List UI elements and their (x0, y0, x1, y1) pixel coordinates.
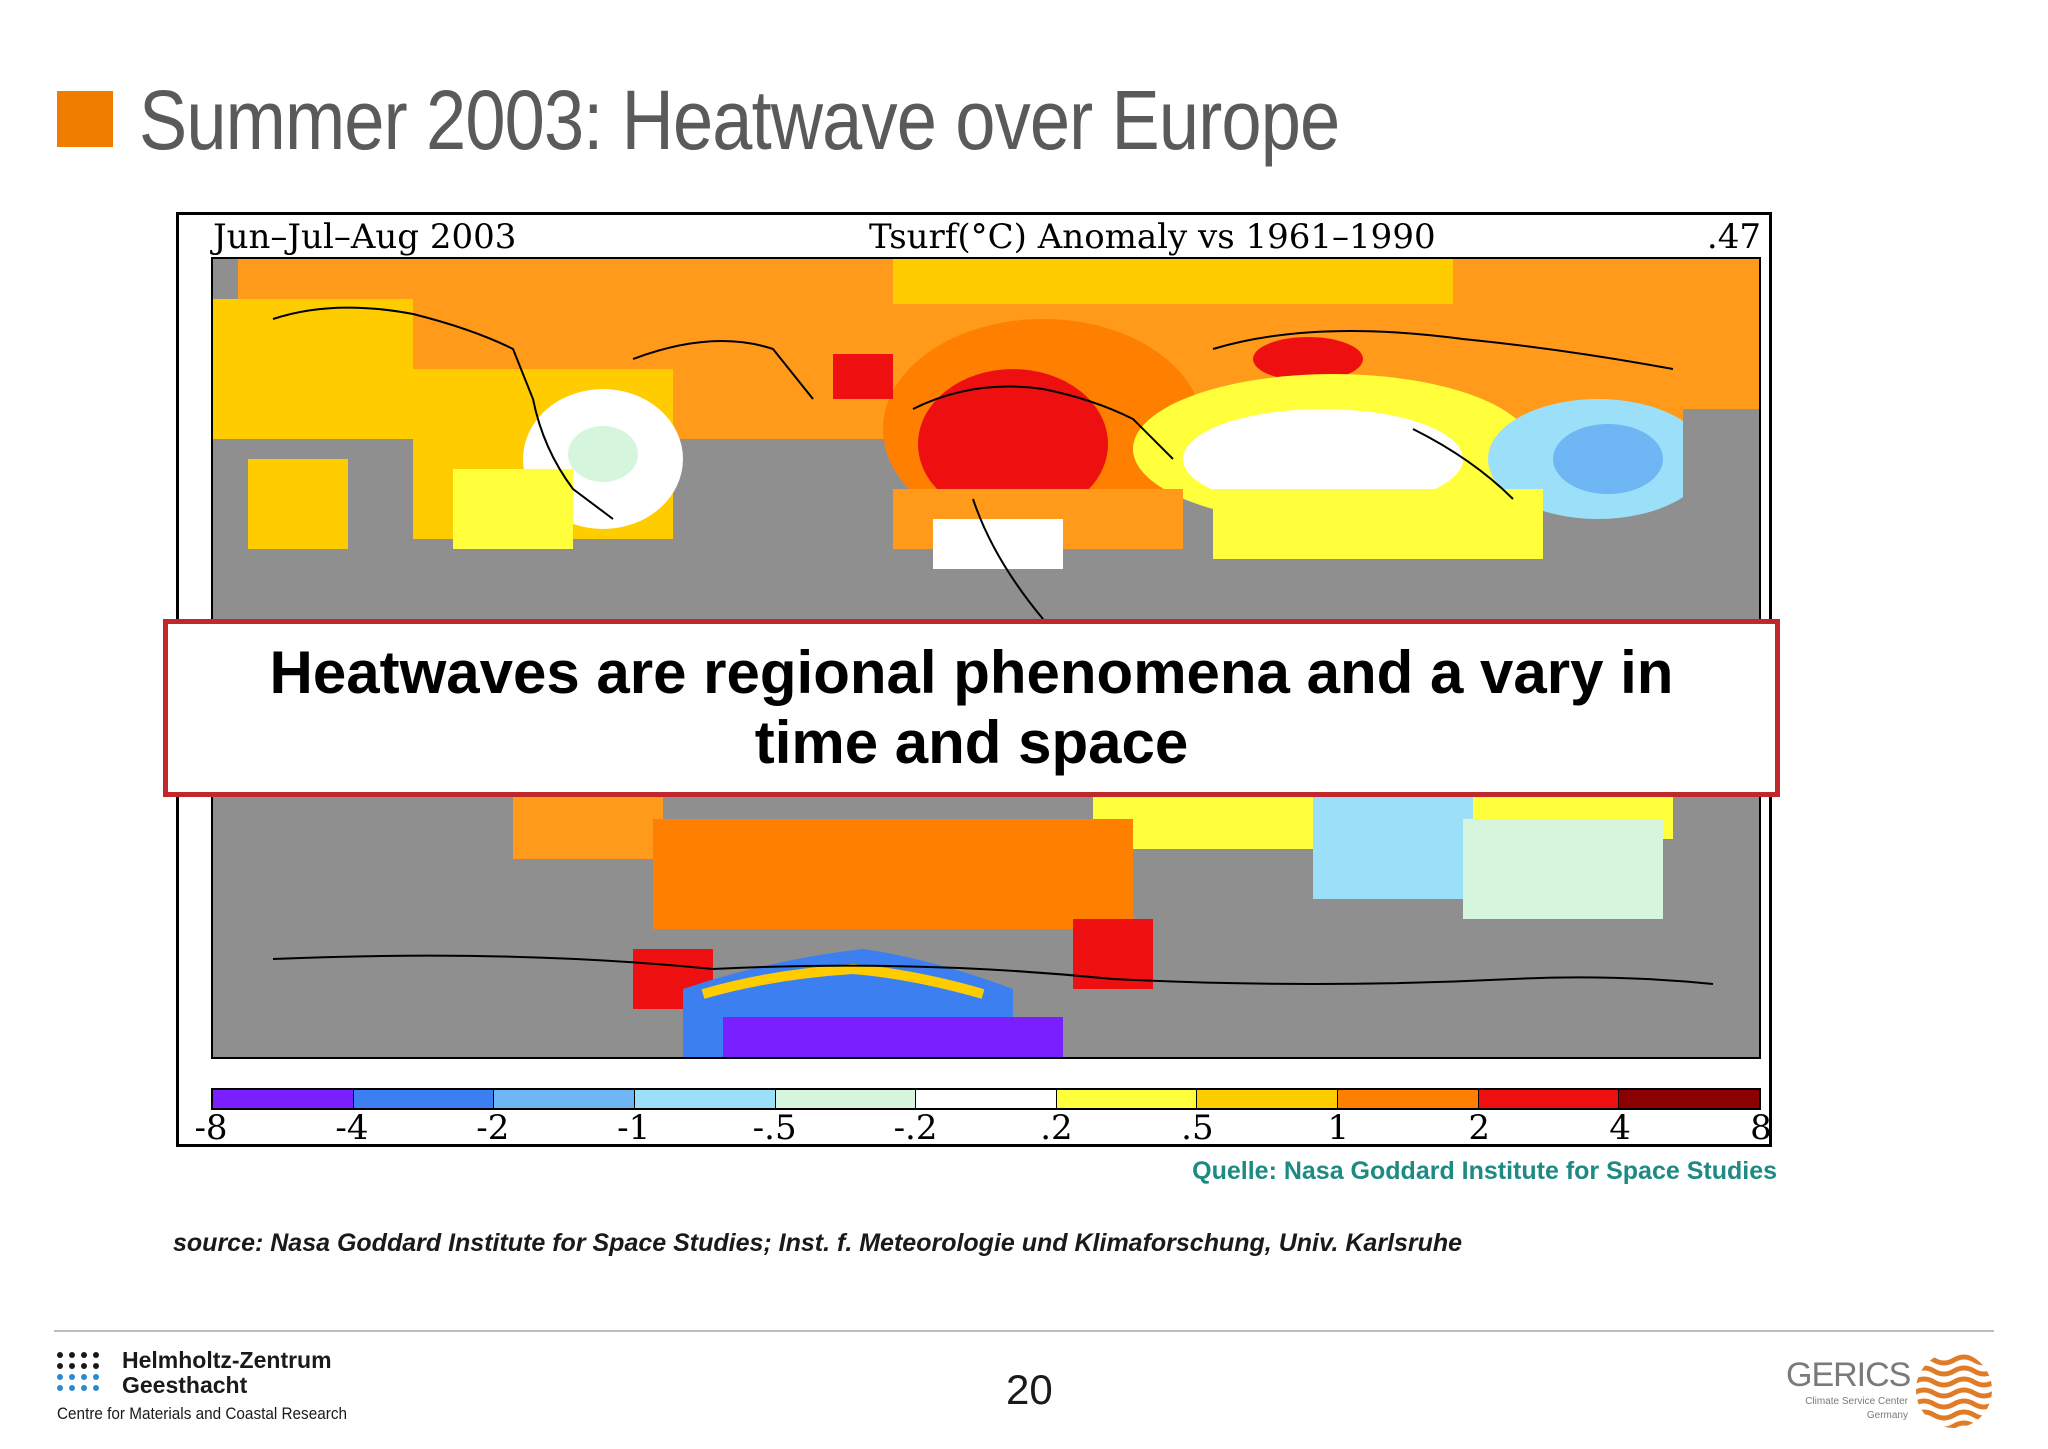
hzg-dot (69, 1363, 75, 1369)
map-region-great-lakes (568, 426, 638, 482)
color-scale-tick-label: -4 (335, 1108, 369, 1148)
key-message-callout: Heatwaves are regional phenomena and a v… (163, 619, 1780, 797)
hzg-name-line2: Geesthacht (122, 1372, 248, 1398)
map-region-antarctica-coldest (723, 1017, 1063, 1057)
map-variable-label: Tsurf(°C) Anomaly vs 1961–1990 (869, 217, 1436, 257)
color-scale-swatch (634, 1090, 776, 1108)
map-region-africa-neutral (933, 519, 1063, 569)
color-scale-tick-label: 1 (1327, 1108, 1350, 1148)
hzg-dot (93, 1385, 99, 1391)
page-number: 20 (1006, 1366, 1053, 1413)
hzg-logo: Helmholtz-Zentrum Geesthacht Centre for … (57, 1348, 387, 1438)
color-scale-tick-labels: -8 -4 -2 -1 -.5 -.2 .2 .5 1 2 4 8 (179, 1108, 1775, 1148)
hzg-dots-icon (57, 1352, 105, 1394)
hzg-dot (69, 1374, 75, 1380)
map-global-mean-label: .47 (1706, 217, 1761, 257)
gerics-subtitle-line1: Climate Service Center (1805, 1396, 1908, 1407)
map-region-arctic (893, 259, 1453, 304)
map-region-europe-hotspot (918, 369, 1108, 519)
hzg-dot (69, 1352, 75, 1358)
color-scale-swatch (1056, 1090, 1198, 1108)
color-scale-tick-label: 8 (1750, 1108, 1772, 1148)
source-citation: source: Nasa Goddard Institute for Space… (173, 1229, 1463, 1257)
color-scale-bar (211, 1088, 1761, 1110)
color-scale-tick-label: -1 (617, 1108, 651, 1148)
map-region-pacific-nodata (1683, 409, 1759, 529)
map-region-antarctic-coast (653, 819, 1133, 929)
gerics-logo: GERICS Climate Service Center Germany (1774, 1350, 1994, 1430)
hzg-dot (69, 1385, 75, 1391)
map-region-southern-pacific (1463, 819, 1663, 919)
map-region-hawaii (248, 459, 348, 549)
key-message-text: Heatwaves are regional phenomena and a v… (269, 639, 1674, 776)
color-scale-swatch (1478, 1090, 1620, 1108)
hzg-dot (81, 1374, 87, 1380)
map-region-asia-neutral (1183, 409, 1463, 509)
color-scale-swatch (916, 1090, 1057, 1108)
image-credit: Quelle: Nasa Goddard Institute for Space… (1192, 1157, 1777, 1185)
map-region-greenland-hotspot (833, 354, 893, 399)
color-scale-swatch (1619, 1090, 1760, 1108)
hzg-name-line1: Helmholtz-Zentrum (122, 1347, 332, 1373)
color-scale-tick-label: 2 (1468, 1108, 1490, 1148)
color-scale-tick-label: .5 (1181, 1108, 1214, 1148)
hzg-dot (57, 1363, 63, 1369)
color-scale-swatch (1338, 1090, 1479, 1108)
hzg-dot (81, 1352, 87, 1358)
hzg-dot (81, 1363, 87, 1369)
map-coastlines (272, 306, 1674, 760)
color-scale-swatch (353, 1090, 495, 1108)
hzg-dot (81, 1385, 87, 1391)
hzg-dot (57, 1374, 63, 1380)
color-scale-swatch (1197, 1090, 1339, 1108)
hzg-dot (57, 1385, 63, 1391)
color-scale-tick-label: -.5 (752, 1108, 797, 1148)
color-scale-swatch (494, 1090, 635, 1108)
hzg-dot (93, 1352, 99, 1358)
color-scale-tick-label: -2 (476, 1108, 510, 1148)
map-region-siberia-hotspot (1253, 337, 1363, 381)
color-scale-swatch (775, 1090, 917, 1108)
gerics-wordmark: GERICS (1786, 1356, 1911, 1394)
map-region-japan-cooler (1553, 424, 1663, 494)
color-scale-swatch (213, 1090, 354, 1108)
gerics-subtitle-line2: Germany (1866, 1410, 1908, 1421)
hzg-dot (93, 1374, 99, 1380)
footer-divider (54, 1330, 1994, 1332)
hzg-subtitle: Centre for Materials and Coastal Researc… (57, 1404, 347, 1423)
color-scale-tick-label: 4 (1609, 1108, 1631, 1148)
hzg-dot (57, 1352, 63, 1358)
map-region-gulf-mexico (453, 469, 573, 549)
hzg-dot (93, 1363, 99, 1369)
map-region-india-se-asia (1213, 489, 1543, 559)
color-scale-tick-label: .2 (1040, 1108, 1073, 1148)
map-region-pacific-north (213, 299, 413, 439)
gerics-waves-icon (1916, 1354, 1992, 1428)
color-scale-tick-label: -8 (194, 1108, 228, 1148)
slide-title: Summer 2003: Heatwave over Europe (139, 73, 1340, 167)
title-bullet (57, 91, 113, 147)
map-period-label: Jun–Jul–Aug 2003 (213, 217, 517, 257)
color-scale-tick-label: -.2 (893, 1108, 938, 1148)
map-antarctic-coastline (272, 954, 1714, 985)
